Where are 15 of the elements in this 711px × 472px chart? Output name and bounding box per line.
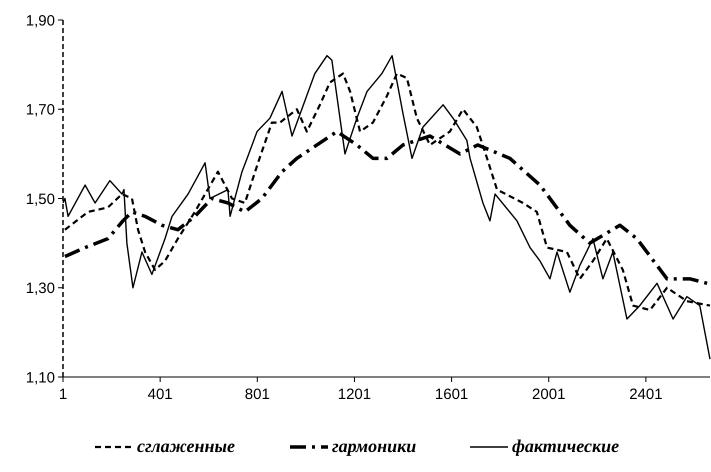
y-tick-label: 1,50	[26, 190, 55, 208]
x-tick-label: 801	[244, 386, 270, 403]
x-tick-label: 1601	[434, 386, 468, 403]
x-tick-label: 1	[58, 386, 68, 403]
legend-label: сглаженные	[137, 436, 235, 456]
y-tick-label: 1,90	[26, 12, 55, 30]
x-tick-label: 2401	[629, 386, 663, 403]
x-tick-label: 401	[148, 386, 173, 403]
y-tick-label: 1,10	[26, 369, 55, 386]
y-tick-label: 1,30	[26, 280, 55, 297]
y-tick-label: 1,70	[26, 102, 55, 118]
legend-label: фактические	[512, 436, 620, 456]
legend-label: гармоники	[332, 436, 416, 456]
x-tick-label: 1201	[338, 386, 372, 403]
x-tick-label: 2001	[532, 386, 566, 403]
